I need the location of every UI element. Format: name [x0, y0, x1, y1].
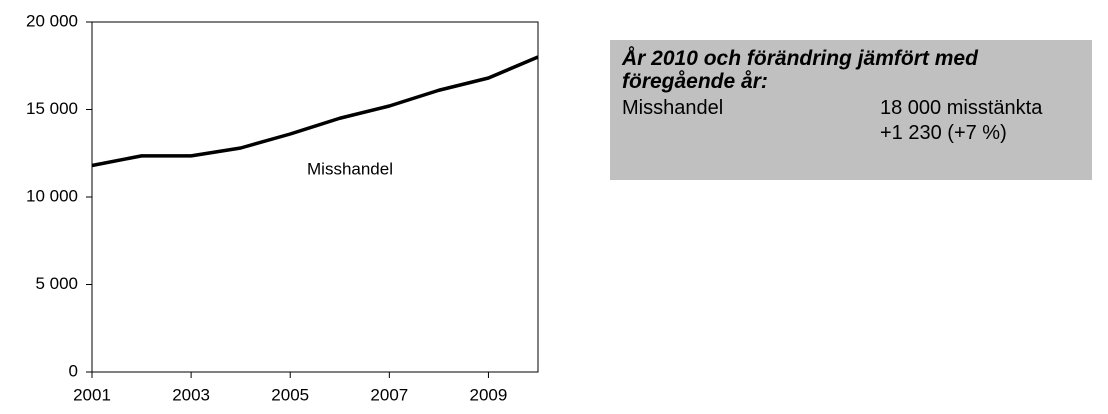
summary-count: 18 000 misstänkta — [880, 97, 1043, 119]
x-tick-label: 2001 — [73, 385, 111, 404]
summary-title: År 2010 och förändring jämfört med föreg… — [622, 47, 978, 93]
summary-change: +1 230 (+7 %) — [880, 122, 1007, 144]
chart: 0 5 000 10 000 15 000 20 000 2001 2003 2005 2007… — [26, 11, 539, 404]
plot-frame — [91, 21, 539, 373]
x-tick-label: 2009 — [470, 385, 508, 404]
series-label: Misshandel — [307, 159, 393, 178]
y-tick-label: 20 000 — [26, 11, 78, 30]
x-tick-label: 2007 — [370, 385, 408, 404]
y-tick-label: 15 000 — [26, 99, 78, 118]
summary-label: Misshandel — [622, 97, 724, 119]
y-tick-label: 5 000 — [35, 274, 78, 293]
summary-box: År 2010 och förändring jämfört med föreg… — [610, 40, 1092, 180]
x-tick-label: 2005 — [271, 385, 309, 404]
x-tick-label: 2003 — [172, 385, 210, 404]
line — [91, 55, 539, 168]
y-tick-label: 0 — [69, 361, 78, 380]
y-tick-label: 10 000 — [26, 186, 78, 205]
